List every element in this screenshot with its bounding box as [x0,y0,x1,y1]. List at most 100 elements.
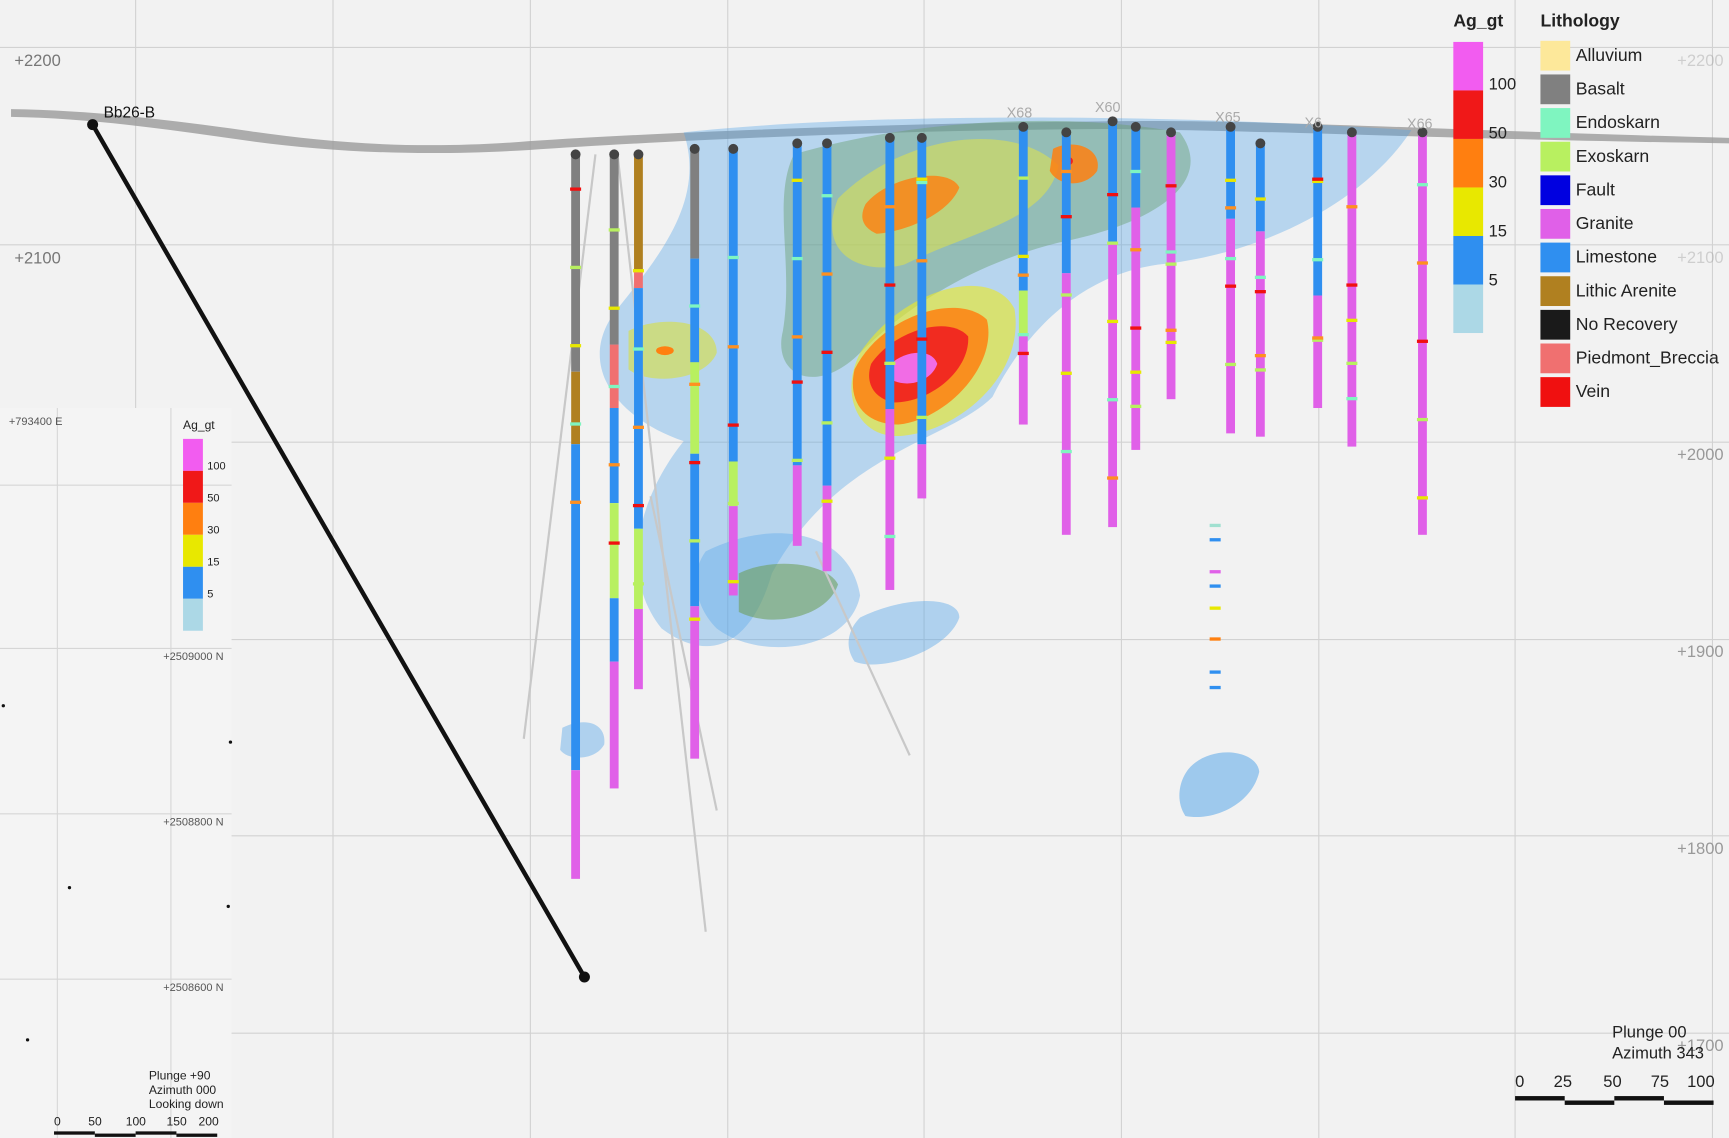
scale-label: 75 [1651,1072,1669,1091]
collar-point [67,886,72,890]
hole-interval [792,143,802,466]
hole-band [1346,205,1358,209]
hole-interval [917,444,927,499]
collar [1061,127,1072,138]
collar [916,132,927,143]
hole-band [1209,606,1221,610]
hole-band [1165,340,1177,345]
hole-band [884,361,896,366]
legend-label: Lithic Arenite [1576,280,1677,300]
collar [884,132,895,143]
legend-swatch [1540,74,1571,105]
hole-band [689,460,701,465]
hole-band [1107,192,1119,197]
hole-interval [1226,218,1235,434]
legend-swatch [1540,242,1571,273]
elevation-label: +1700 [1677,1036,1723,1055]
collar [792,138,803,149]
hole-band [1107,241,1119,245]
scale-bar [1663,1100,1714,1105]
scale-label: 50 [1603,1072,1621,1091]
hole-band [821,421,833,425]
hole-interval [634,528,643,609]
legend-swatch [1540,208,1571,239]
legend-label: Basalt [1576,79,1625,99]
drillhole-trace [90,123,587,979]
hole-band [570,187,582,191]
ghost-trace [616,154,707,932]
hole-band [727,345,739,349]
hole-band [1130,404,1142,409]
legend-label: Exoskarn [1576,146,1649,166]
hole-band [1165,250,1177,254]
hole-band [1416,496,1428,500]
hole-interval [1061,273,1071,535]
elevation-label: +2100 [1677,248,1723,267]
hole-interval [690,606,700,759]
hole-label: Bb26-B [104,105,155,122]
collar [1130,121,1141,132]
scale-bar [94,1133,136,1137]
hole-band [608,463,620,467]
hole-end [578,971,590,983]
scale-label: 25 [1554,1072,1572,1091]
hole-band [570,422,582,426]
ghost-trace [649,495,718,811]
scale-bar [1564,1100,1615,1105]
hole-interval [728,461,738,507]
hole-band [1165,328,1177,332]
hole-interval [609,154,619,345]
collar [1225,121,1236,132]
hole-band [1017,273,1029,277]
legend-label: 100 [207,460,225,472]
hole-interval [1418,132,1427,535]
hole-band [1254,368,1266,372]
hole-interval [634,272,643,289]
hole-interval [885,137,895,410]
hole-band [821,272,833,276]
legend-label: 15 [1489,222,1507,241]
view-orientation: Azimuth 000 [149,1083,217,1097]
hole-band [884,205,896,209]
hole-band [1225,206,1237,210]
hole-band [1416,339,1428,343]
hole-band [608,541,620,545]
hole-band [689,304,701,308]
hole-id: X65 [1215,110,1241,126]
hole-band [1165,184,1177,188]
scale-label: 200 [198,1115,218,1129]
legend-swatch [1540,108,1571,138]
hole-interval [1255,231,1265,437]
hole-band [1130,326,1142,330]
hole-interval [792,465,802,546]
view-orientation: Looking down [149,1097,224,1111]
legend-label: 50 [207,492,219,504]
hole-band [884,534,896,539]
hole-band [570,500,582,504]
topography-surface [11,109,1729,154]
collar [609,149,620,160]
hole-band [1060,215,1072,219]
collar [1255,138,1266,149]
hole-band [1346,361,1358,366]
scale-bar [1515,1096,1565,1101]
collar [633,149,644,160]
collar [1166,127,1177,138]
collar [1107,116,1118,127]
hole-band [916,415,928,420]
hole-interval [690,148,700,259]
legend-label: 30 [1489,172,1507,191]
hole-band [916,259,928,263]
legend-swatch [183,534,203,567]
hole-band [632,347,644,351]
hole-interval [1108,121,1118,244]
hole-band [1225,256,1237,261]
hole-band [1225,178,1237,182]
hole-interval [634,154,643,273]
hole-interval [609,598,619,662]
hole-interval [571,154,581,372]
hole-band [791,256,803,261]
northing-label: +2508600 N [163,982,223,994]
hole-interval [634,608,643,690]
hole-band [1225,284,1237,288]
